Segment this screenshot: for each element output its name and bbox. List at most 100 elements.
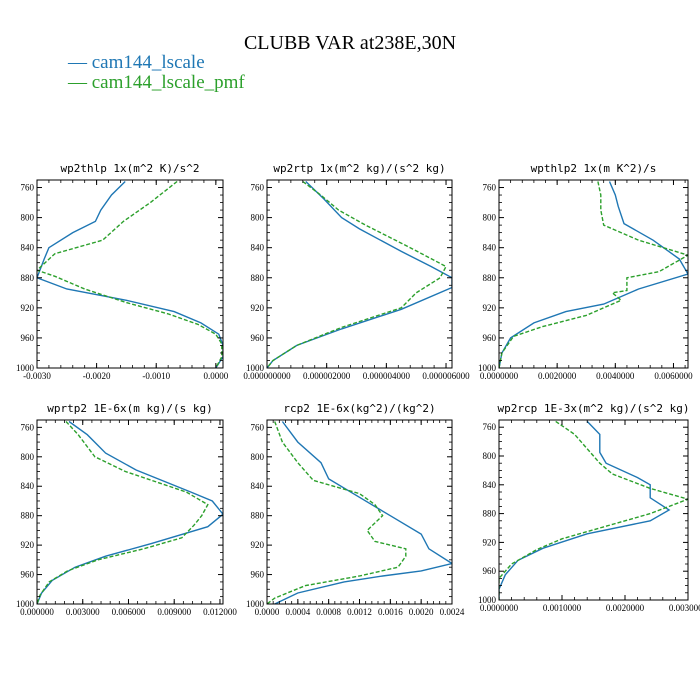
plot-lines [267, 180, 452, 368]
series-line-cam144-lscale [499, 181, 688, 368]
x-tick-label: 0.0060000 [654, 371, 693, 381]
y-tick-label: 1000 [478, 363, 497, 373]
plot-lines [37, 180, 223, 368]
x-tick-label: 0.000006000 [422, 371, 470, 381]
y-tick-label: 760 [21, 183, 35, 193]
panel-3: wpthlp2 1x(m K^2)/s 760 800 840 880 920 960 100… [478, 162, 693, 381]
y-tick-label: 760 [251, 422, 265, 432]
panel-2: wp2rtp 1x(m^2 kg)/(s^2 kg) 760 800 840 880 92… [243, 162, 470, 381]
plot-lines [499, 181, 688, 368]
plot-lines [499, 420, 688, 600]
y-tick-label: 880 [251, 511, 265, 521]
y-tick-label: 840 [483, 243, 497, 253]
x-tick-label: 0.012000 [203, 607, 237, 617]
panel-grid: wp2thlp 1x(m^2 K)/s^2 760 800 840 880 920 960 1… [16, 162, 700, 617]
y-tick-label: 1000 [16, 363, 35, 373]
y-tick-label: 880 [483, 273, 497, 283]
panel-5: rcp2 1E-6x(kg^2)/(kg^2) 760 800 840 880 920 96… [246, 402, 465, 617]
y-tick-label: 840 [483, 480, 497, 490]
y-tick-label: 960 [21, 570, 35, 580]
y-tick-label: 880 [483, 509, 497, 519]
y-tick-label: 960 [251, 333, 265, 343]
x-tick-label: -0.0030 [23, 371, 51, 381]
x-tick-label: 0.0000000 [480, 371, 519, 381]
series-line-cam144-lscale [499, 420, 671, 600]
y-tick-label: 800 [21, 452, 35, 462]
x-tick-label: 0.0020000 [538, 371, 577, 381]
y-tick-label: 1000 [478, 595, 497, 605]
figure-title: CLUBB VAR at238E,30N [244, 32, 456, 54]
plot-frame [266, 179, 453, 369]
series-line-cam144-lscale [37, 181, 223, 368]
plot-frame [498, 179, 689, 369]
panel-title: wpthlp2 1x(m K^2)/s [531, 162, 657, 175]
y-tick-label: 840 [21, 481, 35, 491]
panel-6: wp2rcp 1E-3x(m^2 kg)/(s^2 kg)760 800 840 88… [478, 402, 700, 613]
x-tick-label: -0.0020 [83, 371, 111, 381]
series-line-cam144-lscale [274, 421, 452, 604]
plot-lines [37, 420, 223, 604]
y-tick-label: 920 [483, 537, 497, 547]
plot-frame [36, 179, 224, 369]
y-tick-label: 960 [483, 333, 497, 343]
x-tick-label: 0.0012 [347, 607, 372, 617]
x-tick-label: 0.000000 [20, 607, 54, 617]
panel-4: wprtp2 1E-6x(m kg)/(s kg) 760 800 840 880 920… [16, 402, 237, 617]
y-tick-label: 800 [251, 452, 265, 462]
x-tick-label: 0.0008 [316, 607, 341, 617]
panel-title: rcp2 1E-6x(kg^2)/(kg^2) [283, 402, 435, 415]
panel-title: wp2thlp 1x(m^2 K)/s^2 [60, 162, 199, 175]
y-tick-label: 1000 [246, 363, 265, 373]
plot-frame [36, 419, 224, 605]
y-tick-label: 760 [21, 422, 35, 432]
y-tick-label: 840 [251, 243, 265, 253]
y-tick-label: 920 [251, 540, 265, 550]
panel-title: wp2rcp 1E-3x(m^2 kg)/(s^2 kg) [497, 402, 689, 415]
y-tick-label: 960 [483, 566, 497, 576]
y-tick-label: 760 [251, 183, 265, 193]
series-line-cam144-lscale [37, 420, 223, 604]
y-tick-label: 840 [21, 243, 35, 253]
series-line-cam144-lscale-pmf [267, 180, 447, 368]
y-tick-label: 800 [483, 451, 497, 461]
x-tick-label: 0.0000 [255, 607, 280, 617]
series-line-cam144-lscale-pmf [37, 180, 223, 368]
x-tick-label: 0.000002000 [303, 371, 351, 381]
x-tick-label: 0.009000 [157, 607, 191, 617]
x-tick-label: -0.0010 [142, 371, 170, 381]
legend-entry-lscale-pmf: — cam144_lscale_pmf [67, 72, 245, 93]
series-line-cam144-lscale-pmf [499, 420, 688, 600]
x-tick-label: 0.0024 [440, 607, 465, 617]
y-tick-label: 1000 [246, 599, 265, 609]
series-line-cam144-lscale-pmf [267, 421, 407, 604]
panel-title: wprtp2 1E-6x(m kg)/(s kg) [47, 402, 213, 415]
panel-1: wp2thlp 1x(m^2 K)/s^2 760 800 840 880 920 960 1… [16, 162, 229, 381]
series-line-cam144-lscale [267, 180, 452, 368]
y-tick-label: 960 [251, 570, 265, 580]
y-tick-label: 840 [251, 481, 265, 491]
plot-lines [267, 421, 452, 604]
x-tick-label: 0.006000 [112, 607, 146, 617]
x-tick-label: 0.0016 [378, 607, 403, 617]
y-tick-label: 800 [21, 213, 35, 223]
y-tick-label: 880 [21, 511, 35, 521]
y-tick-label: 880 [21, 273, 35, 283]
x-tick-label: 0.0010000 [543, 603, 582, 613]
x-tick-label: 0.003000 [66, 607, 100, 617]
y-tick-label: 920 [21, 303, 35, 313]
x-tick-label: 0.0020000 [606, 603, 645, 613]
x-tick-label: 0.000000000 [243, 371, 291, 381]
y-tick-label: 920 [21, 540, 35, 550]
x-tick-label: 0.0004 [285, 607, 310, 617]
x-tick-label: 0.0000000 [480, 603, 519, 613]
y-tick-label: 960 [21, 333, 35, 343]
plot-frame [498, 419, 689, 601]
y-tick-label: 760 [483, 422, 497, 432]
y-tick-label: 1000 [16, 599, 35, 609]
x-tick-label: 0.000004000 [363, 371, 411, 381]
legend-entry-lscale: — cam144_lscale [67, 52, 205, 73]
y-tick-label: 800 [251, 213, 265, 223]
y-tick-label: 920 [251, 303, 265, 313]
